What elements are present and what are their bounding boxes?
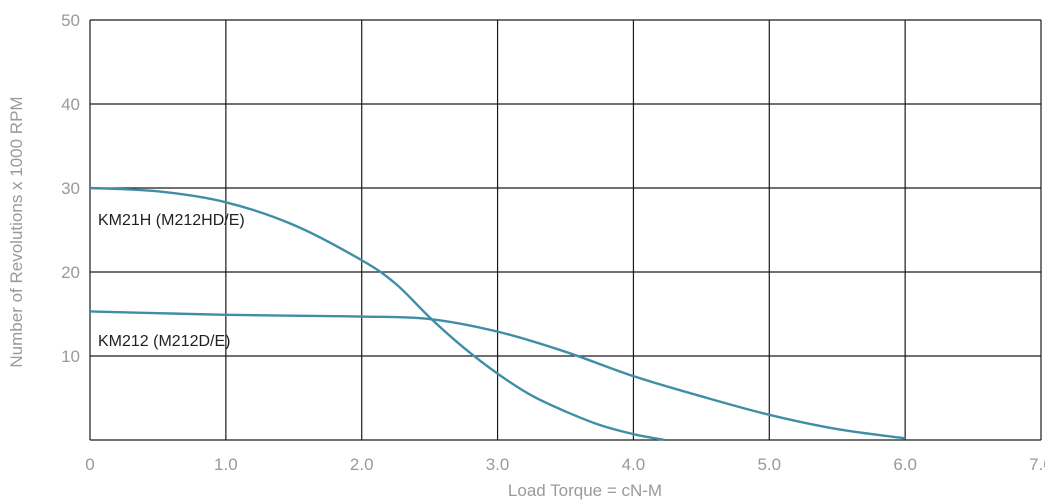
series-line-0 bbox=[89, 186, 665, 442]
series-line-1 bbox=[89, 310, 906, 440]
x-tick-label: 1.0 bbox=[214, 455, 238, 474]
x-tick-label: 3.0 bbox=[486, 455, 510, 474]
x-tick-label: 4.0 bbox=[622, 455, 646, 474]
series-label-km21h: KM21H (M212HD/E) bbox=[98, 212, 245, 229]
x-tick-label: 2.0 bbox=[350, 455, 374, 474]
x-tick-label: 5.0 bbox=[757, 455, 781, 474]
series-label-km212: KM212 (M212D/E) bbox=[98, 333, 231, 350]
grid bbox=[89, 19, 1042, 441]
y-axis-label: Number of Revolutions x 1000 RPM bbox=[7, 96, 26, 367]
x-axis-label: Load Torque = cN-M bbox=[508, 481, 662, 500]
y-tick-label: 50 bbox=[61, 11, 80, 30]
y-tick-label: 10 bbox=[61, 347, 80, 366]
y-tick-label: 30 bbox=[61, 179, 80, 198]
tick-labels: 0 1.0 2.0 3.0 4.0 5.0 6.0 7.0 10 20 30 40 50 bbox=[61, 11, 1045, 474]
y-tick-label: 40 bbox=[61, 95, 80, 114]
x-tick-label: 7.0 bbox=[1029, 455, 1045, 474]
x-tick-label: 0 bbox=[85, 455, 94, 474]
series-curves bbox=[89, 186, 906, 442]
x-tick-label: 6.0 bbox=[893, 455, 917, 474]
y-tick-label: 20 bbox=[61, 263, 80, 282]
